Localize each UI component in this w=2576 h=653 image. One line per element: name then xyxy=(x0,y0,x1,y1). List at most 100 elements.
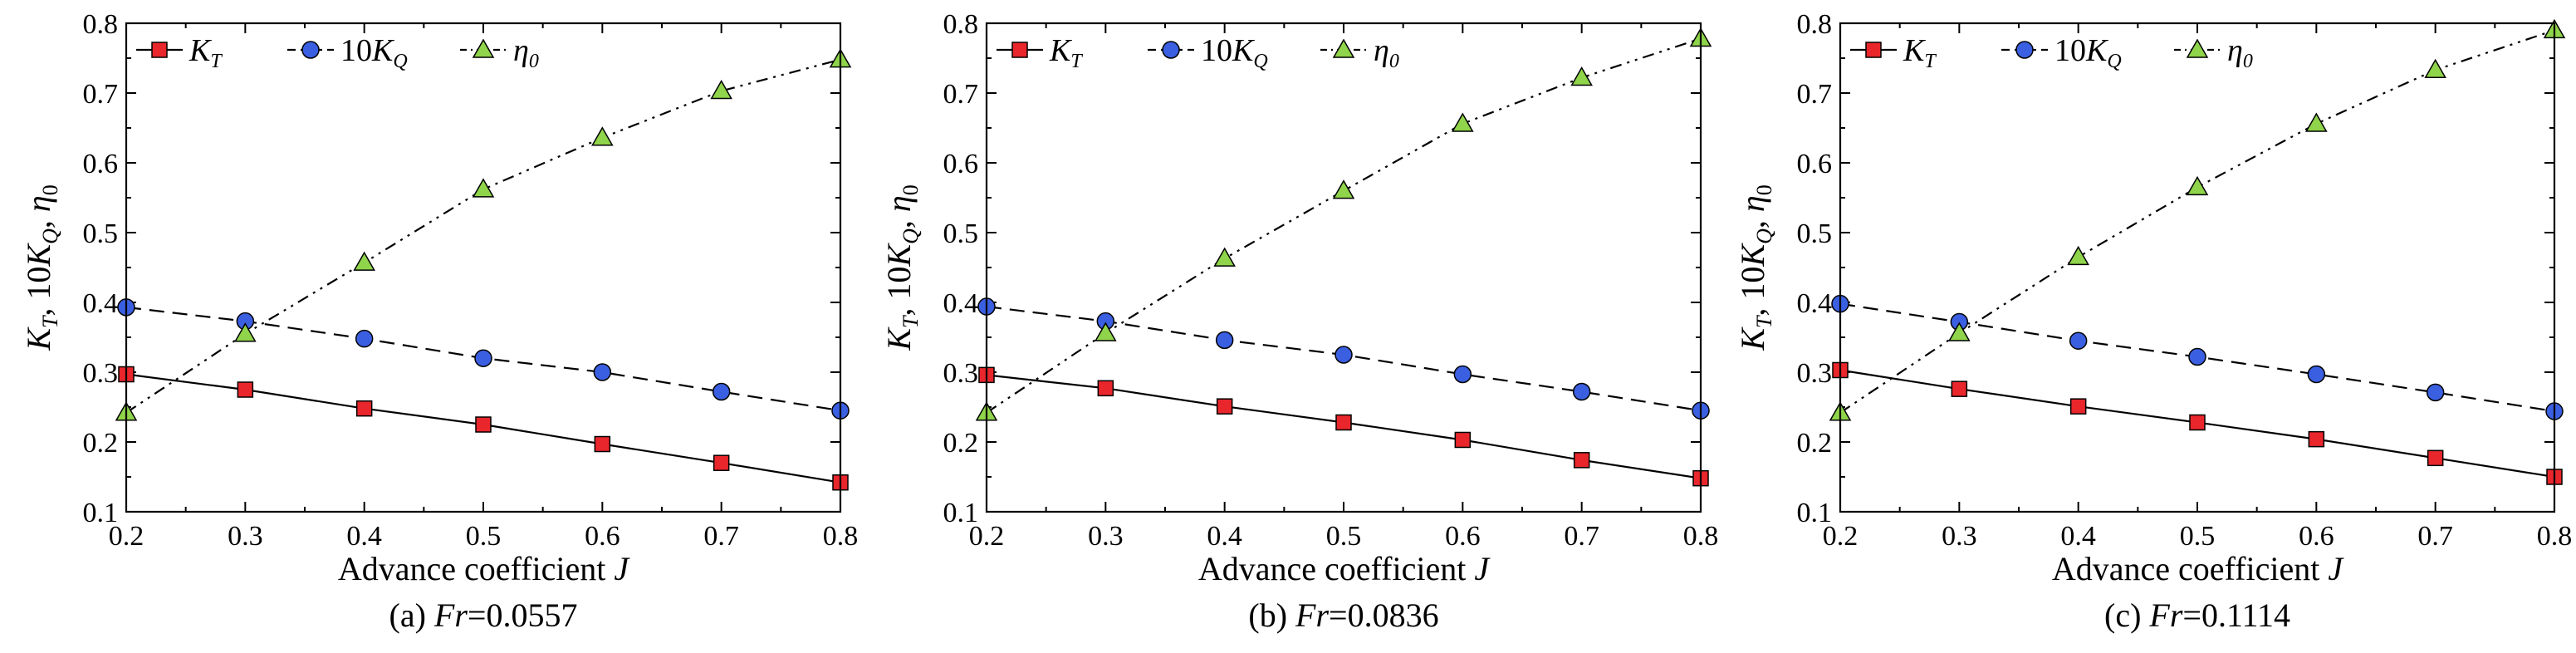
data-point xyxy=(710,79,732,100)
y-tick-label: 0.8 xyxy=(1797,9,1833,40)
series-k-t xyxy=(1832,361,2563,485)
data-point xyxy=(2424,58,2446,79)
y-tick-label: 0.2 xyxy=(943,428,979,459)
y-tick-label: 0.5 xyxy=(1797,218,1833,249)
data-point xyxy=(355,329,374,348)
x-axis-title: Advance coefficient J xyxy=(338,550,630,587)
data-point xyxy=(1452,112,1474,132)
series-k-t xyxy=(978,366,1709,487)
legend-marker xyxy=(1865,42,1882,58)
legend-label-symbol: K xyxy=(1903,33,1926,68)
legend-label: η0 xyxy=(513,33,539,72)
y-axis-title-eta: η xyxy=(20,195,57,212)
legend-marker xyxy=(1162,41,1180,59)
legend-label-symbol: K xyxy=(371,33,394,68)
legend-item: KT xyxy=(997,33,1083,72)
x-tick-label: 0.8 xyxy=(1683,521,1719,552)
x-tick-label: 0.2 xyxy=(109,521,144,552)
legend-label-symbol: η xyxy=(2227,33,2243,68)
axis-ticks xyxy=(986,22,1702,513)
y-axis-title-sep: , 10 xyxy=(20,267,57,317)
data-point xyxy=(1454,431,1472,449)
y-axis-title-k2: K xyxy=(1734,243,1771,268)
legend-label-subscript: Q xyxy=(393,51,407,72)
series-10k-q xyxy=(977,297,1710,420)
legend-label: η0 xyxy=(1374,33,1399,72)
x-tick-label: 0.3 xyxy=(1088,521,1124,552)
legend-label-subscript: T xyxy=(210,51,223,72)
x-tick-label: 0.4 xyxy=(2060,521,2096,552)
data-point xyxy=(1213,247,1236,267)
y-tick-label: 0.8 xyxy=(83,9,119,40)
x-tick-label: 0.5 xyxy=(466,521,502,552)
axis-ticks xyxy=(125,22,841,513)
data-point xyxy=(593,363,612,381)
legend-label-prefix: 10 xyxy=(1201,33,1232,68)
y-axis-title-sep2: , xyxy=(1734,212,1771,228)
data-point xyxy=(2307,365,2326,384)
x-tick-label: 0.6 xyxy=(2299,521,2334,552)
x-tick-label: 0.3 xyxy=(228,521,263,552)
legend-label: 10KQ xyxy=(2054,33,2122,72)
chart-panel-b: 0.2 0.3 0.4 0.5 0.6 0.7 0.80.10.20.30.40.50.60… xyxy=(880,9,1718,634)
legend-label-subscript: T xyxy=(1924,51,1937,72)
y-axis-title-eta: η xyxy=(880,195,918,212)
data-point xyxy=(2308,430,2325,448)
data-point xyxy=(1215,331,1234,350)
legend-label: 10KQ xyxy=(1201,33,1268,72)
y-tick-label: 0.1 xyxy=(1797,498,1833,528)
x-tick-label: 0.7 xyxy=(1564,521,1599,552)
data-point xyxy=(2069,331,2088,350)
y-axis-title: KT, 10KQ, η0 xyxy=(20,184,62,351)
plot-frame xyxy=(985,22,1702,513)
legend-label: 10KQ xyxy=(340,33,408,72)
data-point xyxy=(2305,112,2328,132)
y-tick-label: 0.3 xyxy=(1797,358,1833,389)
x-tick-label: 0.4 xyxy=(1207,521,1242,552)
legend-label-subscript: 0 xyxy=(529,51,539,72)
data-point xyxy=(2426,383,2445,402)
y-axis-title-sep: , 10 xyxy=(1734,267,1771,317)
legend-item: η0 xyxy=(1320,33,1399,72)
legend-label-symbol: K xyxy=(2085,33,2108,68)
data-point xyxy=(2067,245,2089,266)
panel-caption: (c) Fr=0.1114 xyxy=(2104,597,2290,634)
y-axis-title-eta-sub: 0 xyxy=(1752,184,1776,195)
data-point xyxy=(1453,365,1472,384)
x-axis-title-text: Advance coefficient xyxy=(338,550,614,587)
data-point xyxy=(2069,398,2087,415)
data-point xyxy=(1570,66,1593,86)
y-tick-label: 0.7 xyxy=(1797,79,1833,110)
x-axis-title: Advance coefficient J xyxy=(2052,550,2344,587)
legend-marker xyxy=(472,38,495,58)
y-tick-label: 0.7 xyxy=(83,79,119,110)
x-tick-label: 0.2 xyxy=(969,521,1005,552)
data-point xyxy=(474,349,492,367)
caption-value: =0.0836 xyxy=(1329,597,1439,634)
y-tick-label: 0.3 xyxy=(83,358,119,389)
data-point xyxy=(472,178,495,198)
caption-value: =0.0557 xyxy=(468,597,578,634)
y-tick-label: 0.2 xyxy=(1797,428,1833,459)
plot-frame xyxy=(1839,22,2556,513)
data-point xyxy=(1335,414,1352,431)
data-point xyxy=(594,435,611,453)
legend-label-symbol: η xyxy=(1374,33,1389,68)
legend-label: KT xyxy=(1903,33,1937,72)
y-axis-title-k: K xyxy=(880,326,918,351)
data-point xyxy=(713,454,730,471)
x-tick-label: 0.8 xyxy=(823,521,859,552)
data-point xyxy=(237,381,254,398)
y-axis-title-eta: η xyxy=(1734,195,1771,212)
legend-label-symbol: K xyxy=(1049,33,1072,68)
legend: KT 10KQ η0 xyxy=(136,33,539,72)
y-axis-title-k2: K xyxy=(880,243,918,268)
legend-label-subscript: 0 xyxy=(2243,51,2253,72)
legend-item: KT xyxy=(136,33,223,72)
caption-prefix: (c) xyxy=(2104,597,2149,634)
legend-item: 10KQ xyxy=(1148,33,1268,72)
legend-item: η0 xyxy=(2174,33,2253,72)
y-axis-title: KT, 10KQ, η0 xyxy=(880,184,923,351)
chart-panel-c: 0.2 0.3 0.4 0.5 0.6 0.7 0.80.10.20.30.40.50.60… xyxy=(1734,9,2572,634)
x-axis-title: Advance coefficient J xyxy=(1198,550,1491,587)
